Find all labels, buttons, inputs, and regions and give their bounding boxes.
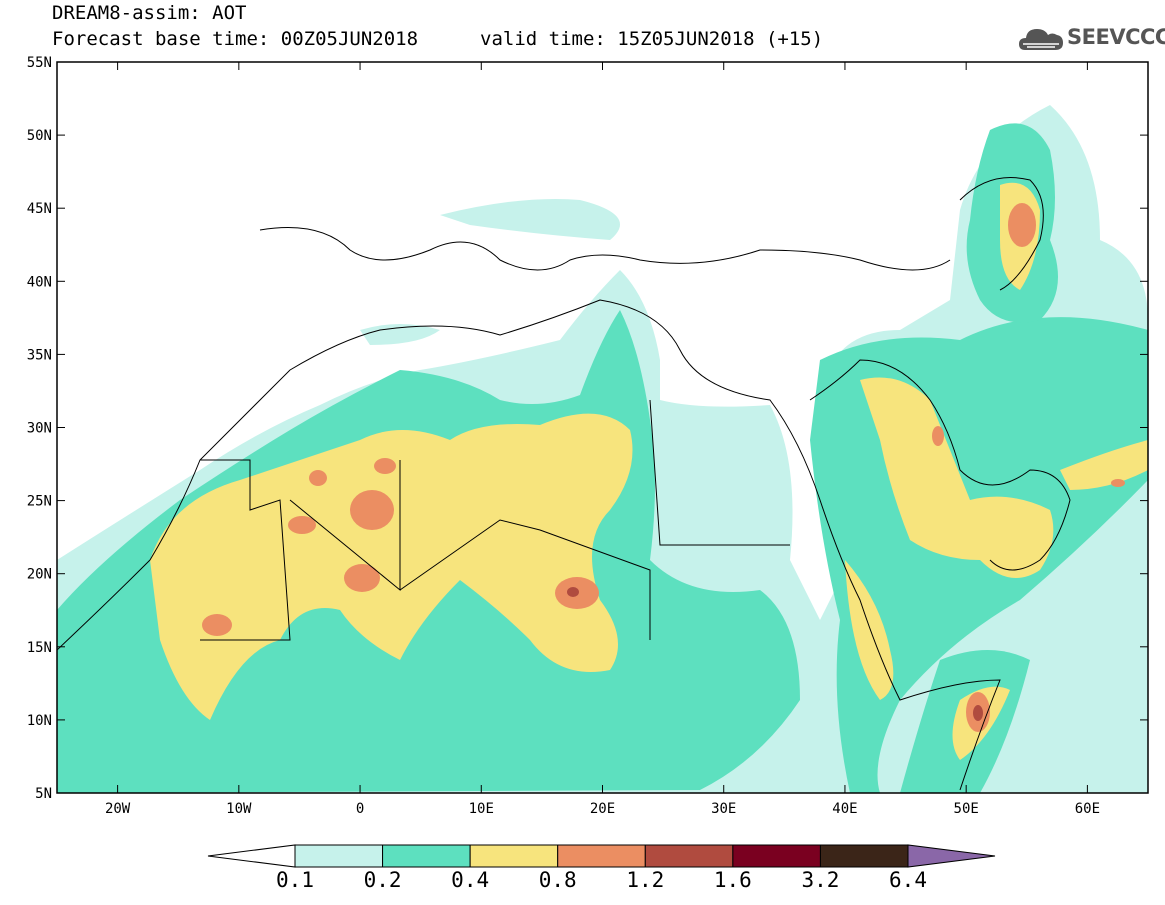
colorbar-box <box>469 844 559 868</box>
lon-label: 10E <box>469 801 494 817</box>
valid-time: valid time: 15Z05JUN2018 (+15) <box>480 28 824 50</box>
colorbar-box <box>644 844 734 868</box>
lon-label: 0 <box>356 801 364 817</box>
aot-band-0-8 <box>202 203 1125 732</box>
lat-label: 10N <box>27 713 52 729</box>
colorbar-box <box>294 844 384 868</box>
lon-label: 40E <box>832 801 857 817</box>
colorbar-label: 0.2 <box>363 868 402 892</box>
colorbar-label: 1.2 <box>626 868 665 892</box>
lat-label: 20N <box>27 567 52 583</box>
colorbar-upper-triangle <box>907 844 996 868</box>
lon-label: 20E <box>590 801 615 817</box>
lat-label: 5N <box>35 786 52 802</box>
seevccc-logo: SEEVCCC <box>1017 22 1165 58</box>
longitude-axis: 20W 10W 0 10E 20E 30E 40E 50E 60E <box>105 62 1100 817</box>
colorbar-label: 1.6 <box>713 868 752 892</box>
lon-label: 60E <box>1075 801 1100 817</box>
lat-label: 40N <box>27 274 52 290</box>
aot-colorbar <box>207 844 996 868</box>
logo-text: SEEVCCC <box>1067 25 1165 49</box>
forecast-base-time: Forecast base time: 00Z05JUN2018 <box>52 28 419 50</box>
lat-label: 15N <box>27 640 52 656</box>
colorbar-label: 0.1 <box>276 868 314 892</box>
latitude-axis: 55N 50N 45N 40N 35N 30N 25N 20N 15N 10N 5N <box>27 55 1148 802</box>
map-title: DREAM8-assim: AOT <box>52 2 247 24</box>
lat-label: 30N <box>27 421 52 437</box>
colorbar-label: 3.2 <box>801 868 840 892</box>
aot-field <box>57 105 1148 793</box>
lat-label: 55N <box>27 55 52 71</box>
colorbar-box <box>819 844 909 868</box>
colorbar-label: 0.8 <box>538 868 577 892</box>
lat-label: 45N <box>27 201 52 217</box>
lon-label: 10W <box>226 801 252 817</box>
colorbar-box <box>557 844 646 868</box>
lon-label: 20W <box>105 801 131 817</box>
coastlines <box>57 177 1071 791</box>
lat-label: 25N <box>27 494 52 510</box>
colorbar-box <box>382 844 471 868</box>
colorbar-lower-triangle <box>207 844 296 868</box>
colorbar-label: 6.4 <box>889 868 927 892</box>
lon-label: 30E <box>711 801 736 817</box>
cloud-icon <box>1019 29 1063 50</box>
colorbar-box <box>732 844 821 868</box>
lat-label: 35N <box>27 347 52 363</box>
aot-band-1-2 <box>567 587 983 721</box>
lon-label: 50E <box>954 801 979 817</box>
aot-band-0-4 <box>150 182 1148 760</box>
lat-label: 50N <box>27 128 52 144</box>
colorbar-label: 0.4 <box>451 868 490 892</box>
